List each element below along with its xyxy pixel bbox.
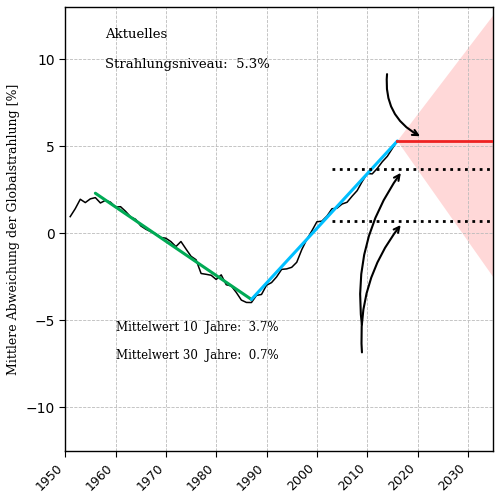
Y-axis label: Mittlere Abweichung der Globalstrahlung [%]: Mittlere Abweichung der Globalstrahlung … xyxy=(7,83,20,374)
Text: Mittelwert 30  Jahre:  0.7%: Mittelwert 30 Jahre: 0.7% xyxy=(116,348,278,362)
Text: Strahlungsniveau:  5.3%: Strahlungsniveau: 5.3% xyxy=(106,58,270,71)
Polygon shape xyxy=(398,16,493,277)
Text: Aktuelles: Aktuelles xyxy=(106,28,168,42)
Text: Mittelwert 10  Jahre:  3.7%: Mittelwert 10 Jahre: 3.7% xyxy=(116,321,278,334)
